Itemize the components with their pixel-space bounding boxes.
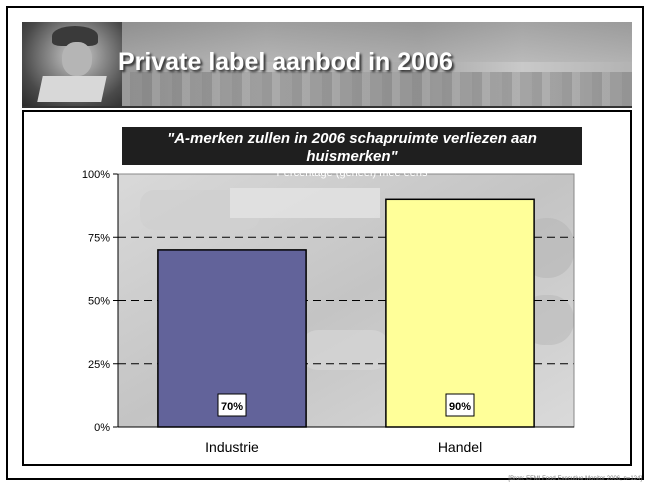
y-tick-label: 25% (88, 359, 110, 371)
data-label: 90% (449, 401, 471, 413)
y-tick-label: 50% (88, 296, 110, 308)
banner-city-image (22, 72, 632, 106)
portrait-face (62, 42, 92, 76)
x-tick-label: Industrie (205, 439, 259, 455)
banner-sky (22, 22, 632, 62)
x-tick-label: Handel (438, 439, 482, 455)
source-note: [Bron: EFMI Food Executive Monitor 2006,… (508, 476, 642, 482)
background-logo-shape (230, 188, 380, 218)
data-label: 70% (221, 401, 243, 413)
chart-subtitle: Percentage (geheel) mee eens (276, 167, 428, 179)
background-logo-shape (300, 330, 390, 370)
y-tick-label: 0% (94, 422, 110, 434)
header-banner (22, 22, 632, 106)
page-title: Private label aanbod in 2006 (118, 48, 453, 76)
data-label-box (445, 393, 475, 417)
y-tick-label: 75% (88, 232, 110, 244)
chart-title-box: "A-merken zullen in 2006 schapruimte ver… (122, 127, 582, 179)
portrait-hat (52, 26, 98, 46)
portrait-image (22, 22, 122, 106)
y-tick-label: 100% (82, 169, 110, 181)
bar-handel (385, 198, 535, 428)
data-label-box (217, 393, 247, 417)
chart-title: "A-merken zullen in 2006 schapruimte ver… (167, 130, 537, 165)
header-divider (22, 106, 632, 108)
